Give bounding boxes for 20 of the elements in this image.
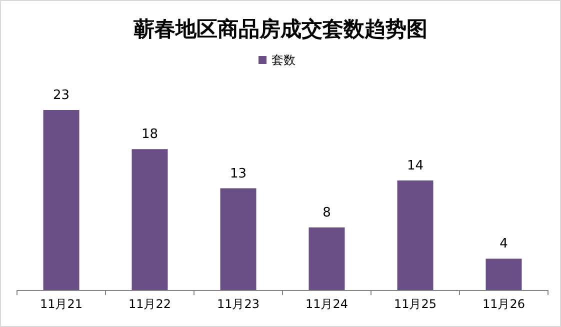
data-label: 4 [500, 236, 508, 252]
x-tick-label: 11月23 [216, 297, 260, 311]
x-tick-label: 11月25 [394, 297, 437, 311]
data-label: 13 [230, 166, 247, 182]
bar [397, 180, 434, 290]
data-label: 23 [52, 88, 70, 103]
bar [308, 227, 345, 290]
legend-label: 套数 [272, 53, 296, 67]
bar [43, 110, 80, 290]
data-label: 8 [322, 205, 331, 220]
chart-title: 蕲春地区商品房成交套数趋势图 [132, 17, 428, 41]
bar [486, 258, 522, 290]
bar [132, 149, 168, 290]
bar [220, 188, 256, 290]
x-tick-label: 11月21 [40, 297, 83, 311]
data-label: 18 [141, 127, 158, 142]
x-tick-label: 11月26 [482, 297, 526, 311]
x-tick-label: 11月22 [128, 297, 172, 311]
x-tick-label: 11月24 [305, 297, 348, 311]
data-label: 14 [406, 158, 424, 174]
